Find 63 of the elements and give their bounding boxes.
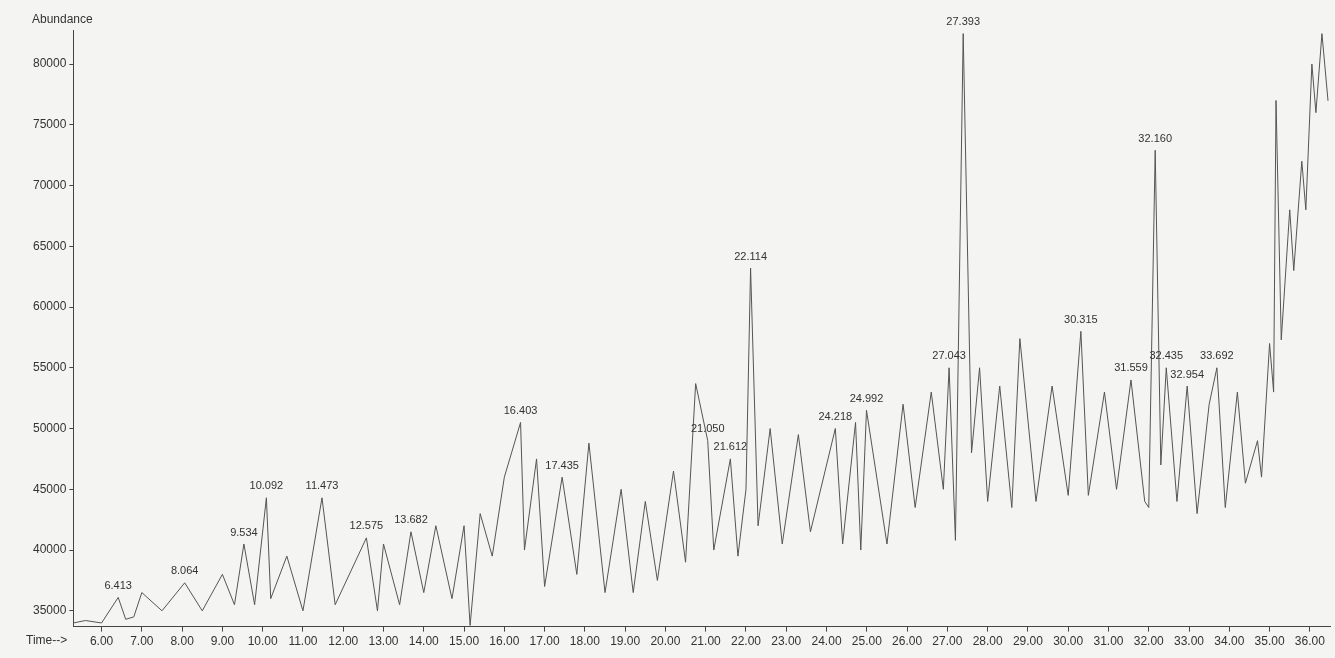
y-tick-label: 60000: [32, 299, 67, 314]
y-axis-title: Abundance: [32, 12, 94, 27]
x-tick-label: 7.00: [130, 634, 154, 649]
x-tick-label: 17.00: [529, 634, 560, 649]
x-tick-label: 11.00: [288, 634, 318, 649]
x-tick-label: 34.00: [1214, 634, 1245, 649]
annotation: 21.612: [713, 440, 748, 453]
x-tick-label: 10.00: [247, 634, 279, 649]
x-tick-label: 15.00: [449, 634, 480, 649]
x-tick-label: 9.00: [210, 634, 235, 649]
y-tick-label: 45000: [32, 481, 67, 496]
annotation: 8.064: [170, 564, 199, 577]
annotation: 33.692: [1200, 349, 1234, 362]
annotation: 27.393: [946, 15, 981, 28]
x-tick-label: 31.00: [1093, 634, 1124, 649]
x-tick-label: 28.00: [972, 634, 1003, 649]
y-tick-label: 75000: [32, 117, 67, 132]
annotation: 30.315: [1064, 312, 1098, 325]
annotation: 13.682: [394, 513, 428, 526]
x-tick-label: 27.00: [932, 634, 963, 649]
annotation: 32.954: [1170, 367, 1205, 380]
y-tick-label: 70000: [32, 177, 67, 192]
x-tick-label: 33.00: [1174, 634, 1205, 649]
x-tick-label: 12.00: [328, 634, 359, 649]
x-tick-label: 35.00: [1254, 634, 1285, 649]
x-tick-label: 32.00: [1133, 634, 1165, 649]
annotation: 31.559: [1114, 361, 1148, 374]
annotation: 10.092: [249, 479, 284, 492]
annotation: 17.435: [545, 458, 579, 471]
x-tick-label: 25.00: [851, 634, 883, 649]
x-axis-title: Time-->: [26, 632, 68, 647]
y-tick-label: 50000: [32, 420, 67, 435]
annotation: 16.403: [503, 404, 538, 416]
x-tick-label: 20.00: [650, 634, 681, 649]
x-tick-label: 22.00: [730, 634, 762, 649]
annotation: 24.992: [849, 391, 884, 404]
y-tick-label: 80000: [32, 56, 67, 71]
y-tick-label: 65000: [32, 238, 67, 253]
annotation: 9.534: [230, 525, 258, 538]
annotation: 24.218: [818, 410, 853, 423]
annotation: 22.114: [734, 249, 767, 262]
x-tick-label: 29.00: [1012, 634, 1044, 649]
x-tick-label: 8.00: [170, 634, 195, 649]
annotation: 12.575: [349, 519, 384, 532]
x-tick-label: 14.00: [408, 634, 440, 649]
x-tick-label: 18.00: [569, 634, 601, 649]
x-tick-label: 26.00: [892, 634, 923, 649]
x-tick-label: 13.00: [368, 634, 399, 649]
annotation: 11.473: [305, 479, 339, 492]
x-tick-label: 21.00: [690, 634, 722, 649]
x-tick-label: 30.00: [1053, 634, 1084, 649]
x-tick-label: 23.00: [771, 634, 802, 649]
x-tick-label: 19.00: [610, 634, 641, 649]
y-tick-label: 55000: [32, 360, 67, 375]
x-tick-label: 6.00: [89, 634, 114, 649]
annotation: 6.413: [104, 578, 132, 591]
y-tick-label: 35000: [32, 603, 67, 618]
annotation: 21.050: [690, 422, 725, 435]
x-tick-label: 16.00: [489, 634, 520, 649]
y-tick-label: 40000: [32, 542, 67, 557]
annotation: 32.160: [1138, 131, 1173, 144]
x-tick-label: 36.00: [1294, 634, 1326, 649]
x-tick-label: 24.00: [811, 634, 842, 649]
